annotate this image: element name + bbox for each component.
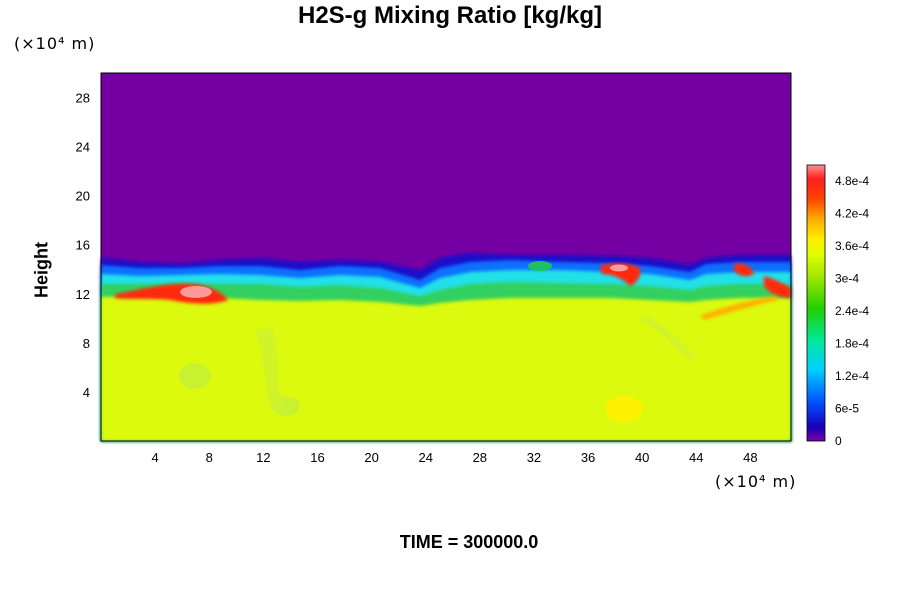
- x-tick-labels: 4 8 12 16 20 24 28 32 36 40 44 48: [152, 450, 758, 465]
- lower-plume: [179, 363, 211, 389]
- y-tick-label: 20: [76, 189, 90, 204]
- colorbar-label: 3e-4: [835, 272, 859, 286]
- x-tick-label: 4: [152, 450, 159, 465]
- x-tick-label: 28: [473, 450, 487, 465]
- x-tick-label: 32: [527, 450, 541, 465]
- y-tick-label: 12: [76, 287, 90, 302]
- colorbar-label: 1.2e-4: [835, 369, 869, 383]
- x-tick-label: 8: [206, 450, 213, 465]
- high-concentration-patch: [764, 276, 791, 298]
- x-tick-label: 12: [256, 450, 270, 465]
- x-tick-label: 16: [310, 450, 324, 465]
- colorbar-label: 6e-5: [835, 402, 859, 416]
- x-tick-label: 24: [418, 450, 432, 465]
- x-axis-unit: (×10⁴ m): [715, 472, 797, 491]
- high-concentration-patch: [180, 286, 212, 298]
- high-concentration-patch: [610, 264, 628, 272]
- y-tick-labels: 4 8 12 16 20 24 28: [76, 91, 90, 400]
- x-tick-label: 20: [364, 450, 378, 465]
- x-tick-label: 36: [581, 450, 595, 465]
- colorbar-labels: 4.8e-4 4.2e-4 3.6e-4 3e-4 2.4e-4 1.8e-4 1.2e-4…: [835, 174, 869, 448]
- time-label: TIME = 300000.0: [399, 532, 539, 552]
- colorbar-label: 2.4e-4: [835, 304, 869, 318]
- high-concentration-patch: [700, 296, 778, 320]
- y-tick-label: 16: [76, 238, 90, 253]
- lower-plume: [255, 328, 282, 410]
- y-tick-label: 4: [83, 385, 90, 400]
- x-tick-label: 40: [635, 450, 649, 465]
- x-tick-label: 48: [743, 450, 757, 465]
- colorbar: [806, 164, 826, 442]
- colorbar-label: 3.6e-4: [835, 239, 869, 253]
- lower-plume: [640, 315, 695, 360]
- colorbar-scale: [806, 164, 826, 442]
- x-tick-label: 44: [689, 450, 703, 465]
- high-concentration-patch: [600, 263, 641, 286]
- high-concentration-patch: [734, 263, 754, 277]
- colorbar-label: 0: [835, 434, 842, 448]
- y-tick-label: 24: [76, 140, 90, 155]
- y-tick-label: 28: [76, 91, 90, 106]
- high-concentration-patch: [528, 261, 552, 271]
- plot-area: [100, 72, 792, 442]
- plot-frame: [100, 72, 792, 442]
- colorbar-label: 4.8e-4: [835, 174, 869, 188]
- chart-title: H2S-g Mixing Ratio [kg/kg]: [297, 2, 602, 29]
- y-axis-unit: (×10⁴ m): [14, 34, 96, 53]
- lower-plume: [605, 396, 643, 422]
- y-tick-label: 8: [83, 336, 90, 351]
- colorbar-label: 1.8e-4: [835, 337, 869, 351]
- colorbar-label: 4.2e-4: [835, 207, 869, 221]
